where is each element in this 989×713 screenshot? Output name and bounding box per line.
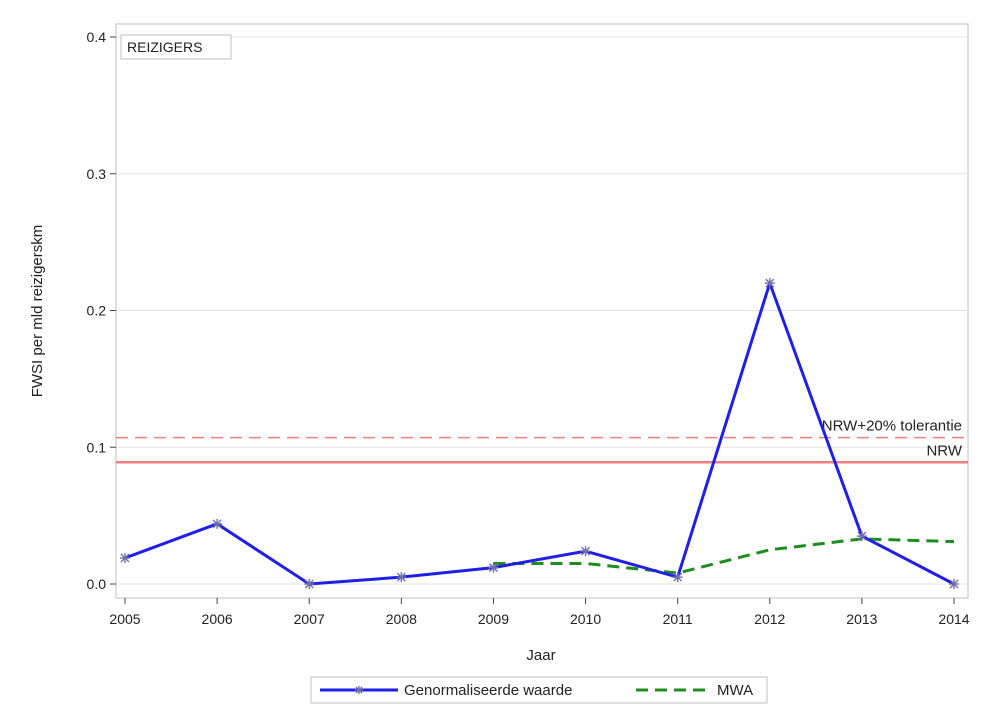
y-tick-label: 0.2	[87, 303, 107, 319]
series-line-mwa	[493, 537, 955, 575]
legend-label-genormaliseerde: Genormaliseerde waarde	[404, 682, 572, 699]
data-point-genormaliseerde	[764, 278, 775, 289]
legend-marker-star	[355, 686, 363, 694]
data-point-genormaliseerde	[120, 553, 130, 564]
x-tick-label: 2005	[109, 611, 140, 627]
data-point-genormaliseerde	[949, 579, 959, 589]
y-axis: 0.0 0.1 0.2 0.3 0.4	[87, 29, 116, 592]
series-group	[120, 278, 959, 589]
y-tick-label: 0.1	[87, 439, 107, 455]
x-tick-label: 2007	[294, 611, 325, 627]
x-tick-label: 2006	[202, 611, 233, 627]
legend: Genormaliseerde waarde MWA	[310, 676, 768, 704]
x-tick-label: 2010	[570, 611, 601, 627]
data-point-genormaliseerde	[212, 518, 223, 529]
x-tick-label: 2009	[478, 611, 509, 627]
data-point-genormaliseerde	[580, 546, 591, 557]
data-point-genormaliseerde	[304, 579, 315, 589]
x-axis: 2005 2006 2007 2008 2009 2010 2011 2012 2013 2014	[109, 598, 970, 627]
series-line-genormaliseerde	[124, 278, 955, 586]
reference-label-nrw-tolerance: NRW+20% tolerantie	[822, 418, 962, 435]
data-point-genormaliseerde	[672, 572, 683, 583]
y-axis-title: FWSI per mld reizigerskm	[29, 225, 46, 398]
data-point-genormaliseerde	[396, 572, 407, 583]
x-tick-label: 2013	[846, 611, 877, 627]
data-point-genormaliseerde	[488, 562, 499, 573]
legend-label-mwa: MWA	[717, 682, 753, 699]
y-tick-label: 0.3	[87, 166, 107, 182]
reference-label-nrw: NRW	[926, 442, 962, 459]
y-tick-label: 0.0	[87, 576, 107, 592]
inset-label: REIZIGERS	[127, 39, 202, 55]
x-tick-label: 2011	[663, 611, 693, 627]
grid-lines	[116, 36, 968, 585]
data-point-genormaliseerde	[856, 531, 867, 542]
x-axis-title: Jaar	[526, 647, 555, 664]
inset-label-box	[120, 34, 232, 60]
x-tick-label: 2014	[938, 611, 969, 627]
y-tick-label: 0.4	[87, 29, 107, 45]
x-tick-label: 2012	[754, 611, 785, 627]
x-tick-label: 2008	[386, 611, 417, 627]
